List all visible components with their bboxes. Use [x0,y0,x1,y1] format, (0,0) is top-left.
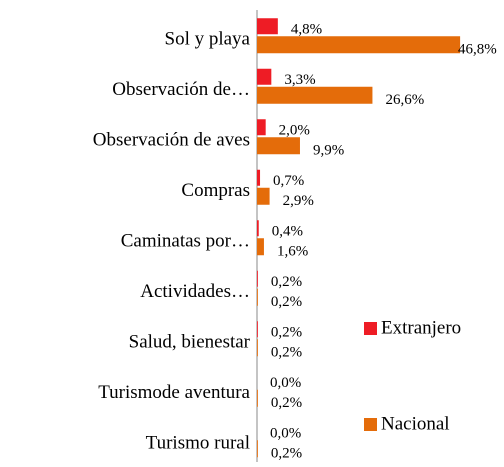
value-label: 2,0% [279,123,310,139]
category-label: Turismode aventura [98,382,250,403]
value-label: 0,2% [271,294,302,310]
bar [257,68,272,85]
bar [257,321,258,338]
category-label: Salud, bienestar [129,332,251,353]
value-label: 0,2% [271,395,302,411]
bar [257,137,300,155]
legend-swatch [364,322,377,335]
value-label: 2,9% [283,193,314,209]
legend-label: Nacional [381,413,450,434]
bar [257,187,270,205]
value-label: 0,7% [273,173,304,189]
category-label: Observación de… [112,79,250,100]
category-label: Compras [181,180,250,201]
category-label: Caminatas por… [121,231,250,252]
value-label: 26,6% [385,92,424,108]
category-label: Sol y playa [165,29,251,50]
bar [257,270,258,287]
value-label: 0,4% [272,224,303,240]
bar [257,440,258,458]
legend-swatch [364,418,377,431]
bar [257,18,278,35]
bar [257,238,264,256]
value-label: 3,3% [284,72,315,88]
legend-label: Extranjero [381,317,461,338]
value-label: 0,0% [270,375,301,391]
category-label: Turismo rural [146,433,250,454]
bar [257,86,373,104]
value-label: 1,6% [277,244,308,260]
value-label: 9,9% [313,143,344,159]
bar [257,169,261,186]
bar [257,119,266,136]
bar [257,220,259,237]
bar [257,389,258,407]
bar [257,288,258,306]
value-label: 0,2% [271,325,302,341]
category-label: Actividades… [140,281,250,302]
value-label: 0,2% [271,274,302,290]
bar [257,36,461,54]
value-label: 46,8% [458,42,497,58]
bar [257,339,258,357]
value-label: 0,0% [270,426,301,442]
category-label: Observación de aves [93,130,250,151]
value-label: 0,2% [271,446,302,462]
value-label: 4,8% [291,22,322,38]
value-label: 0,2% [271,345,302,361]
